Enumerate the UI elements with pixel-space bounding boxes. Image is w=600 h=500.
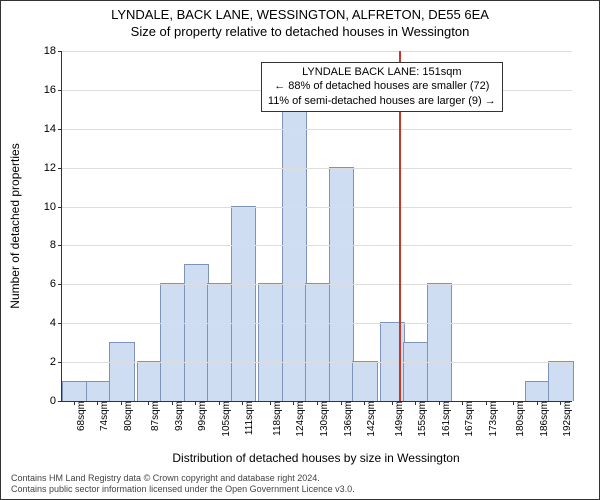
annotation-line: LYNDALE BACK LANE: 151sqm bbox=[268, 65, 496, 80]
histogram-bar bbox=[109, 342, 135, 401]
x-tick-label: 130sqm bbox=[317, 401, 330, 437]
annotation-box: LYNDALE BACK LANE: 151sqm← 88% of detach… bbox=[261, 62, 503, 113]
x-tick-label: 124sqm bbox=[293, 401, 306, 437]
x-tick-label: 87sqm bbox=[148, 401, 161, 431]
gridline bbox=[62, 245, 572, 246]
histogram-bar bbox=[305, 283, 331, 401]
footer-line-2: Contains public sector information licen… bbox=[11, 484, 355, 495]
x-tick-label: 111sqm bbox=[242, 401, 255, 435]
x-tick-label: 105sqm bbox=[219, 401, 232, 437]
gridline bbox=[62, 207, 572, 208]
gridline bbox=[62, 284, 572, 285]
plot-area: 02468101214161868sqm74sqm80sqm87sqm93sqm… bbox=[61, 51, 572, 402]
x-tick-label: 167sqm bbox=[462, 401, 475, 437]
y-tick-label: 2 bbox=[50, 356, 62, 368]
gridline bbox=[62, 362, 572, 363]
y-tick-label: 0 bbox=[50, 395, 62, 407]
footer-line-1: Contains HM Land Registry data © Crown c… bbox=[11, 473, 355, 484]
x-tick-label: 173sqm bbox=[486, 401, 499, 437]
x-tick-label: 142sqm bbox=[364, 401, 377, 437]
x-tick-label: 93sqm bbox=[172, 401, 185, 431]
y-axis-label: Number of detached properties bbox=[8, 143, 22, 308]
histogram-bar bbox=[548, 361, 574, 401]
x-tick-label: 192sqm bbox=[560, 401, 573, 437]
histogram-bar bbox=[525, 381, 551, 401]
y-tick-label: 8 bbox=[50, 239, 62, 251]
x-tick-label: 161sqm bbox=[439, 401, 452, 437]
histogram-bar bbox=[231, 206, 257, 401]
histogram-bar bbox=[160, 283, 186, 401]
x-tick-label: 136sqm bbox=[341, 401, 354, 437]
histogram-bar bbox=[62, 381, 88, 401]
chart-subtitle: Size of property relative to detached ho… bbox=[1, 24, 599, 41]
y-tick-label: 4 bbox=[50, 317, 62, 329]
chart-container: LYNDALE, BACK LANE, WESSINGTON, ALFRETON… bbox=[0, 0, 600, 500]
histogram-bar bbox=[258, 283, 284, 401]
gridline bbox=[62, 168, 572, 169]
gridline bbox=[62, 51, 572, 52]
x-tick-label: 68sqm bbox=[74, 401, 87, 431]
x-tick-label: 186sqm bbox=[537, 401, 550, 437]
gridline bbox=[62, 323, 572, 324]
x-axis-label: Distribution of detached houses by size … bbox=[172, 451, 459, 465]
histogram-bar bbox=[86, 381, 112, 401]
y-tick-label: 16 bbox=[44, 84, 62, 96]
x-tick-label: 80sqm bbox=[121, 401, 134, 431]
histogram-bar bbox=[352, 361, 378, 401]
x-tick-label: 99sqm bbox=[195, 401, 208, 431]
x-tick-label: 155sqm bbox=[415, 401, 428, 437]
y-tick-label: 6 bbox=[50, 278, 62, 290]
y-tick-label: 10 bbox=[44, 201, 62, 213]
chart-title: LYNDALE, BACK LANE, WESSINGTON, ALFRETON… bbox=[1, 1, 599, 24]
chart-area: 02468101214161868sqm74sqm80sqm87sqm93sqm… bbox=[61, 51, 571, 401]
histogram-bar bbox=[207, 283, 233, 401]
annotation-line: 11% of semi-detached houses are larger (… bbox=[268, 94, 496, 109]
y-tick-label: 14 bbox=[44, 123, 62, 135]
x-tick-label: 118sqm bbox=[270, 401, 283, 436]
histogram-bar bbox=[137, 361, 163, 401]
y-tick-label: 12 bbox=[44, 162, 62, 174]
x-tick-label: 74sqm bbox=[97, 401, 110, 431]
footer-attribution: Contains HM Land Registry data © Crown c… bbox=[11, 473, 355, 496]
y-tick-label: 18 bbox=[44, 45, 62, 57]
annotation-line: ← 88% of detached houses are smaller (72… bbox=[268, 79, 496, 94]
x-tick-label: 180sqm bbox=[513, 401, 526, 437]
x-tick-label: 149sqm bbox=[392, 401, 405, 437]
gridline bbox=[62, 129, 572, 130]
histogram-bar bbox=[403, 342, 429, 401]
histogram-bar bbox=[427, 283, 453, 401]
